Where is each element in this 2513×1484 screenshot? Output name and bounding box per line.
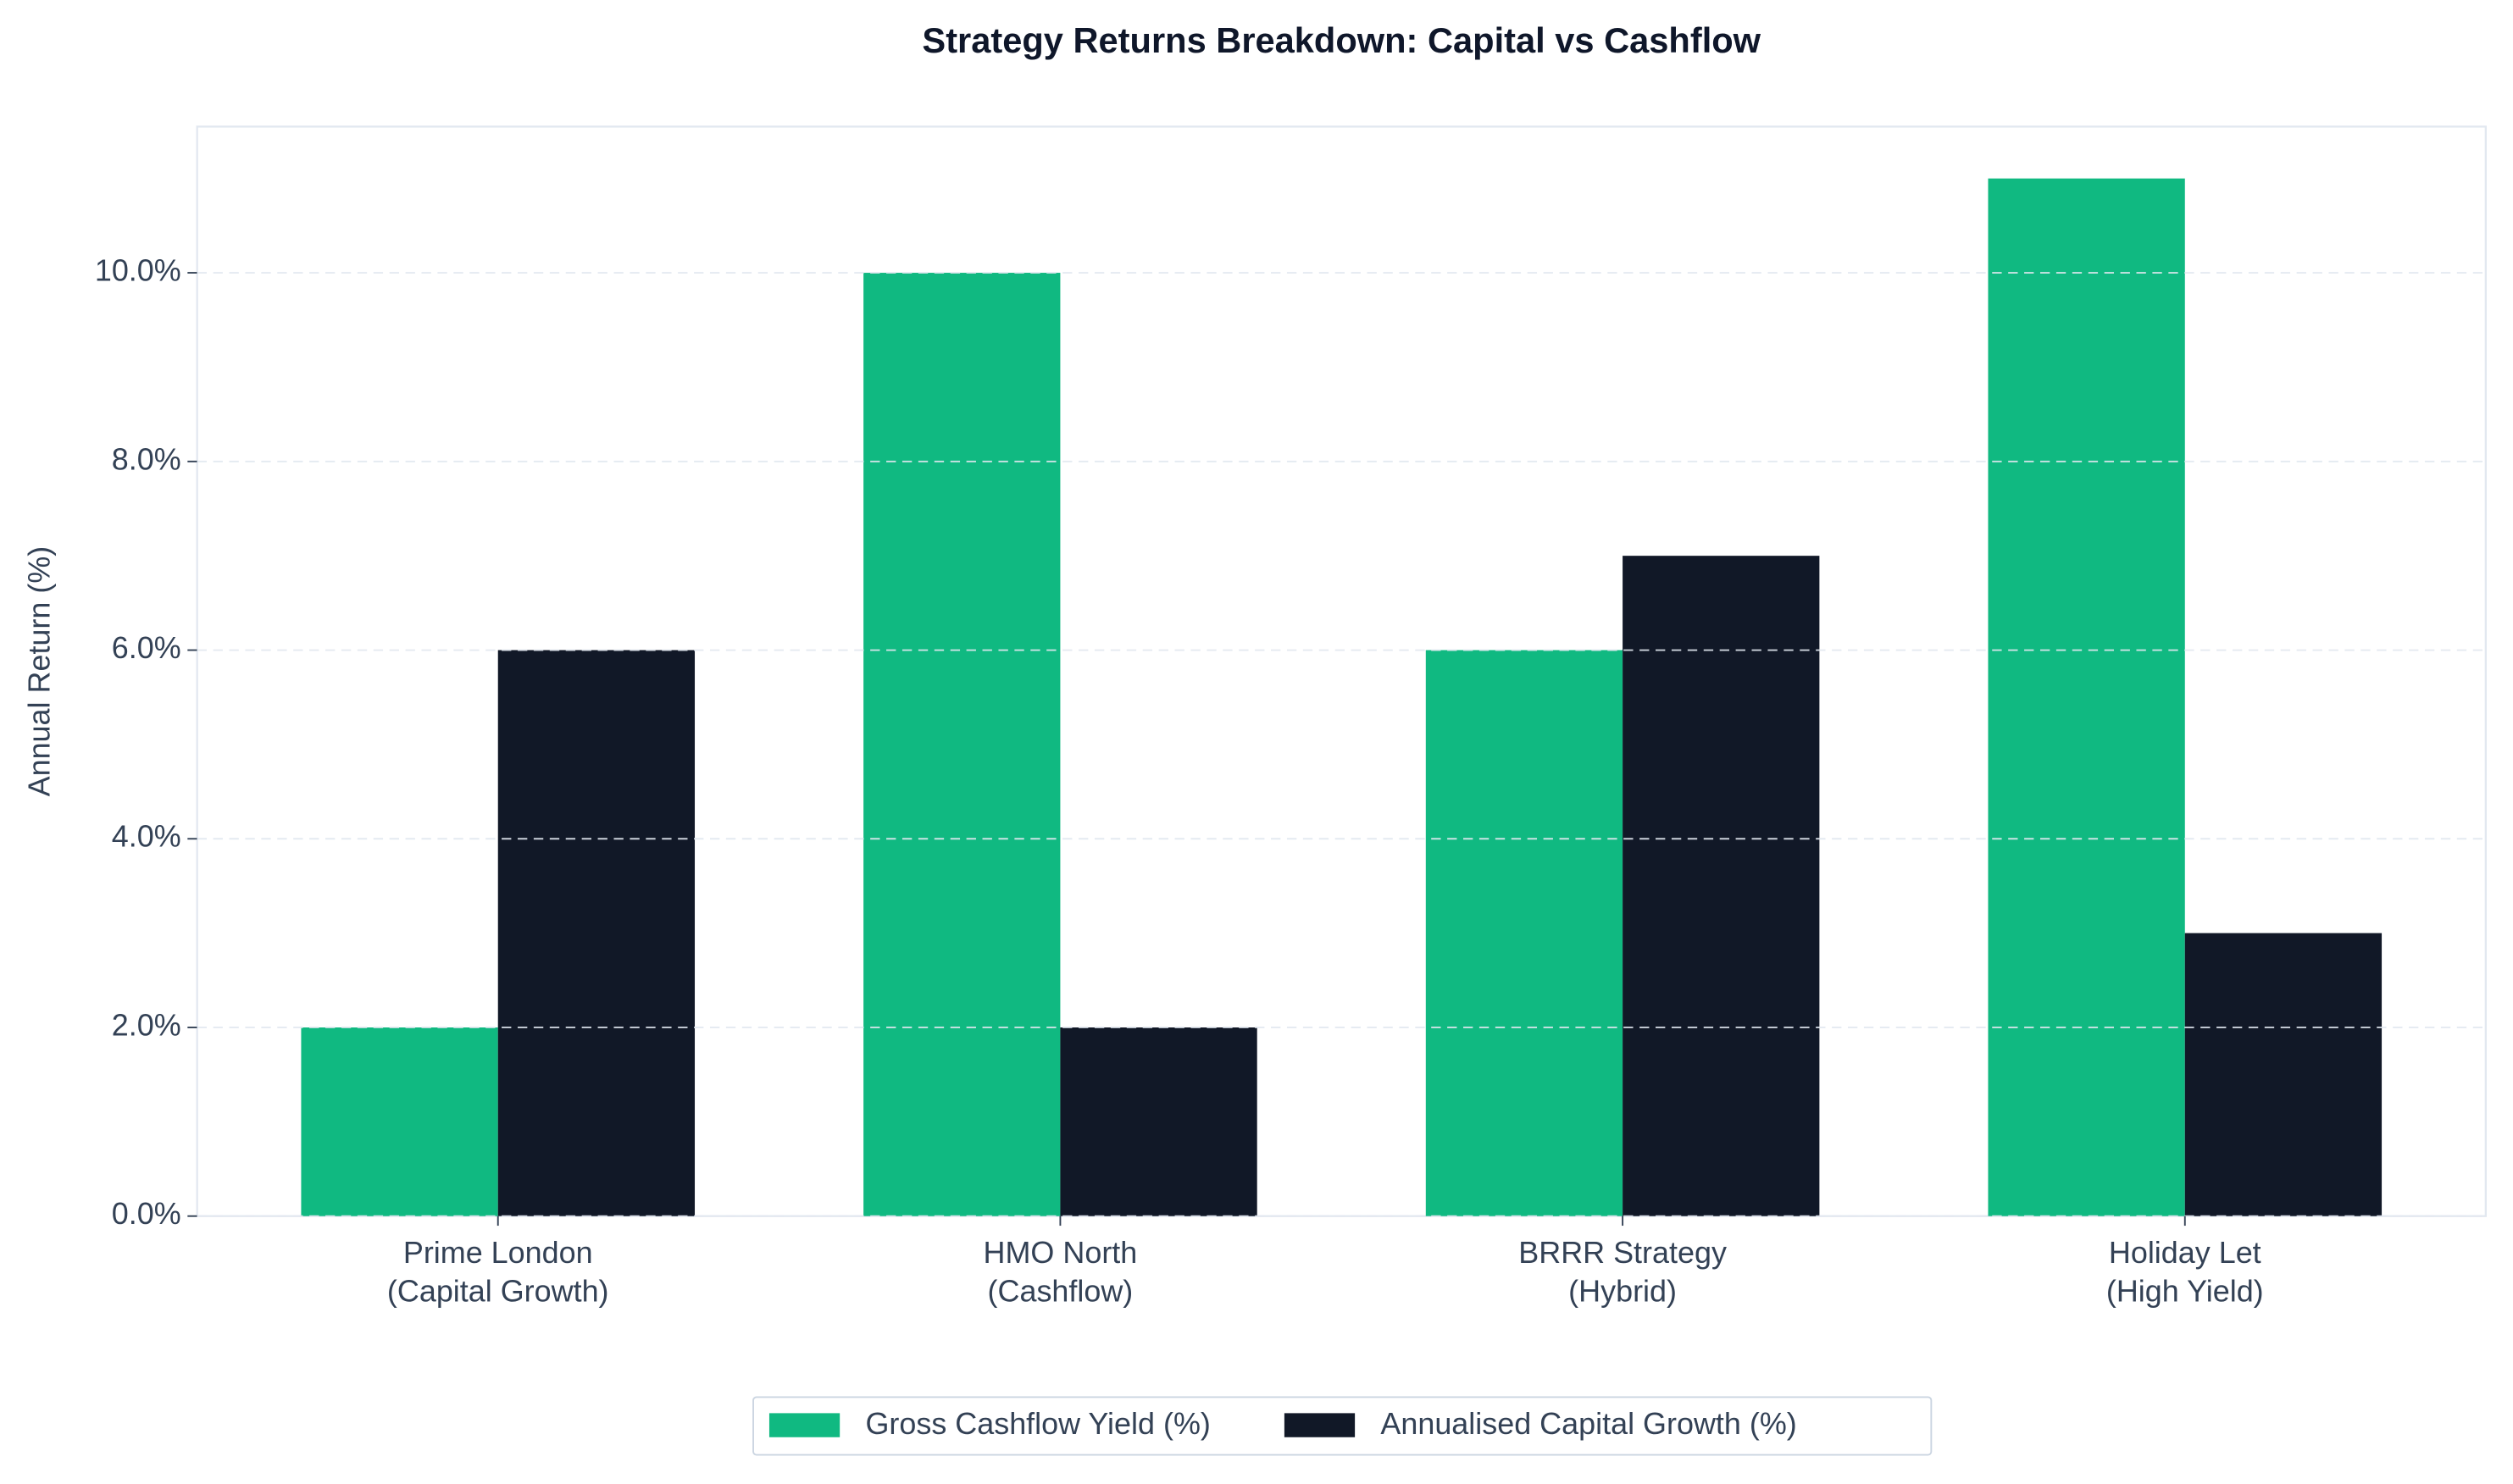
bar [1425, 650, 1623, 1216]
y-tick-label: 2.0% [112, 1007, 181, 1042]
chart-title: Strategy Returns Breakdown: Capital vs C… [922, 20, 1761, 60]
bar [1623, 556, 1820, 1216]
y-tick-label: 6.0% [112, 630, 181, 665]
bar [1060, 1027, 1257, 1216]
bar [863, 273, 1061, 1216]
bar [2184, 933, 2383, 1216]
y-tick-label: 4.0% [112, 819, 181, 854]
legend: Gross Cashflow Yield (%) Annualised Capit… [752, 1396, 1933, 1456]
legend-label: Annualised Capital Growth (%) [1380, 1406, 1796, 1441]
y-tick-label: 10.0% [95, 253, 181, 288]
y-axis-label: Annual Return (%) [22, 546, 57, 797]
x-tick-label: Prime London (Capital Growth) [387, 1235, 609, 1308]
bar [301, 1027, 498, 1216]
bar [497, 650, 696, 1216]
x-tick-label: HMO North (Cashflow) [984, 1235, 1138, 1308]
y-tick-label: 8.0% [112, 441, 181, 476]
legend-swatch [1284, 1413, 1356, 1437]
legend-swatch [768, 1413, 840, 1437]
y-tick-label: 0.0% [112, 1196, 181, 1231]
x-tick-label: Holiday Let (High Yield) [2106, 1235, 2264, 1308]
legend-label: Gross Cashflow Yield (%) [865, 1406, 1210, 1441]
bar [1988, 178, 2185, 1216]
x-tick-label: BRRR Strategy (Hybrid) [1518, 1235, 1727, 1308]
